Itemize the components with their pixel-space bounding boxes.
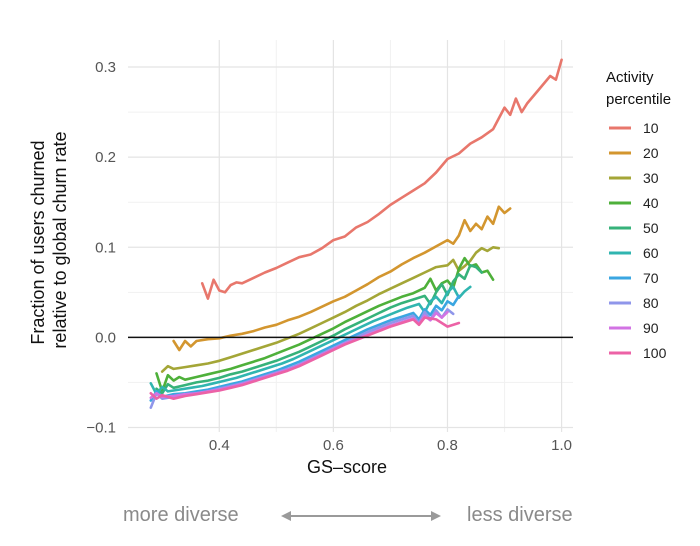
y-tick-label: 0.2 — [95, 149, 116, 166]
legend-label-40: 40 — [643, 195, 659, 211]
series-line-20 — [172, 205, 512, 352]
legend-label-60: 60 — [643, 245, 659, 261]
series-line-10 — [200, 58, 563, 300]
series-line-100 — [149, 316, 461, 400]
x-axis-title: GS–score — [307, 457, 387, 477]
legend-label-90: 90 — [643, 320, 659, 336]
y-tick-label: 0.3 — [95, 59, 116, 76]
legend-label-20: 20 — [643, 145, 659, 161]
series-line-70 — [149, 294, 461, 402]
x-tick-label: 0.4 — [209, 437, 230, 454]
legend-title-line-1: Activity — [606, 69, 654, 86]
y-tick-label: 0.1 — [95, 239, 116, 256]
double-arrow-icon — [281, 511, 441, 521]
x-tick-label: 0.8 — [437, 437, 458, 454]
series-line-30 — [160, 246, 501, 373]
y-tick-label: 0.0 — [95, 329, 116, 346]
legend-label-10: 10 — [643, 120, 659, 136]
legend: Activity percentile 10203040506070809010… — [606, 69, 671, 361]
y-axis-title-line-1: Fraction of users churned — [28, 140, 48, 344]
x-tick-label: 1.0 — [551, 437, 572, 454]
legend-label-70: 70 — [643, 270, 659, 286]
grid — [128, 40, 573, 432]
x-tick-label: 0.6 — [323, 437, 344, 454]
y-axis-title: Fraction of users churned relative to gl… — [28, 131, 70, 348]
legend-title-line-2: percentile — [606, 91, 671, 108]
y-tick-labels: −0.1 0.0 0.1 0.2 0.3 — [86, 59, 116, 436]
legend-label-80: 80 — [643, 295, 659, 311]
legend-label-100: 100 — [643, 345, 667, 361]
more-diverse-label: more diverse — [123, 504, 239, 526]
series-line-60 — [149, 285, 472, 396]
legend-items: 10 20 30 40 50 60 70 80 90 100 — [609, 120, 667, 361]
legend-label-50: 50 — [643, 220, 659, 236]
y-axis-title-line-2: relative to global churn rate — [50, 131, 70, 348]
x-tick-labels: 0.4 0.6 0.8 1.0 — [209, 437, 572, 454]
less-diverse-label: less diverse — [467, 504, 573, 526]
y-tick-label: −0.1 — [86, 419, 116, 436]
series-layer — [149, 58, 563, 409]
chart: −0.1 0.0 0.1 0.2 0.3 0.4 0.6 0.8 1.0 GS–score F… — [28, 40, 671, 477]
legend-label-30: 30 — [643, 170, 659, 186]
